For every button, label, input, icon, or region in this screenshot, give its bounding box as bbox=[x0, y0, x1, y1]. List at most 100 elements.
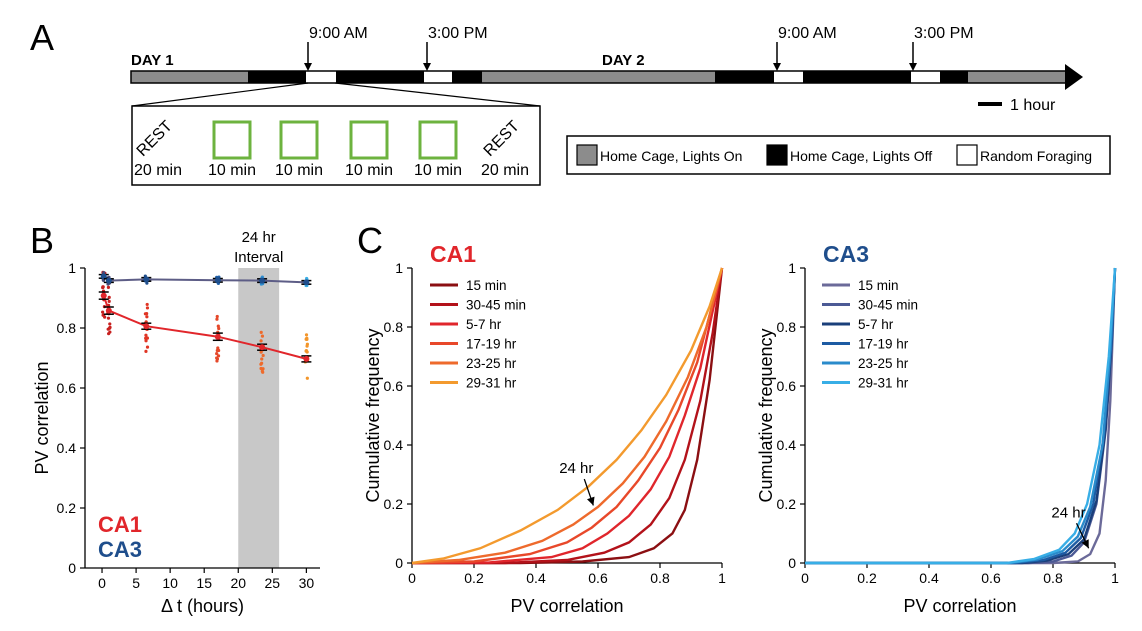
annotation-arrowhead bbox=[587, 496, 595, 506]
session-dot bbox=[145, 302, 149, 307]
session-duration-label: 10 min bbox=[345, 162, 393, 179]
cdf-line-2 bbox=[412, 267, 724, 565]
y-tick-label: 1 bbox=[68, 260, 76, 276]
timeline-segment bbox=[336, 71, 424, 83]
legend-label: 30-45 min bbox=[858, 298, 918, 313]
legend-label: 17-19 hr bbox=[466, 337, 517, 352]
session-dot bbox=[101, 285, 105, 289]
y-tick-label: 0 bbox=[788, 555, 796, 571]
random-foraging-box bbox=[212, 120, 252, 160]
legend-text-ca3: CA3 bbox=[98, 537, 142, 562]
y-tick-label: 0.4 bbox=[57, 440, 77, 456]
session-dot bbox=[144, 333, 148, 337]
time-marker-1: 9:00 AM bbox=[304, 25, 368, 71]
timeline-segment bbox=[452, 71, 482, 83]
legend-label: 5-7 hr bbox=[858, 317, 894, 332]
scale-bar-label: 1 hour bbox=[1010, 97, 1056, 114]
x-tick-label: 1 bbox=[718, 570, 726, 586]
session-dot bbox=[259, 330, 263, 334]
legend-label: Home Cage, Lights On bbox=[600, 148, 742, 164]
session-dot bbox=[260, 361, 264, 365]
session-dot bbox=[305, 337, 309, 341]
y-tick-label: 0.6 bbox=[57, 380, 77, 396]
x-tick-label: 0.8 bbox=[1043, 570, 1063, 586]
legend-label: 23-25 hr bbox=[858, 356, 909, 371]
session-dot bbox=[215, 317, 219, 321]
x-tick-label: 5 bbox=[132, 575, 140, 591]
timeline-bar bbox=[130, 70, 1067, 84]
timeline-segment bbox=[482, 71, 715, 83]
session-dot bbox=[260, 334, 265, 338]
legend-label: 5-7 hr bbox=[466, 317, 502, 332]
y-tick-label: 0.8 bbox=[777, 319, 797, 335]
series-ca1 bbox=[98, 270, 312, 380]
zoom-line-right bbox=[334, 82, 541, 107]
x-tick-label: 0.6 bbox=[981, 570, 1001, 586]
x-tick-label: 0.2 bbox=[464, 570, 484, 586]
legend-swatch bbox=[956, 144, 978, 166]
session-dot bbox=[101, 310, 105, 314]
session-dot bbox=[215, 351, 219, 356]
mean-point bbox=[303, 355, 310, 362]
session-dot bbox=[107, 295, 111, 299]
session-dot bbox=[215, 348, 219, 353]
panel-letter-a: A bbox=[30, 17, 54, 58]
session-dot bbox=[216, 354, 221, 358]
panel-c-ca3-chart: 0 0.2 0.4 0.6 0.8 1 0 0.2 0.4 0.6 0.8 1 PV correlati… bbox=[756, 241, 1119, 616]
x-tick-label: 0 bbox=[408, 570, 416, 586]
session-dot bbox=[145, 306, 150, 310]
legend-label: 15 min bbox=[466, 278, 507, 293]
y-tick-label: 0.4 bbox=[777, 437, 797, 453]
shaded-interval bbox=[238, 268, 280, 568]
session-duration-label: 10 min bbox=[208, 162, 256, 179]
x-axis-label: PV correlation bbox=[903, 596, 1016, 616]
y-axis-label: Cumulative frequency bbox=[756, 328, 776, 502]
mean-point bbox=[100, 292, 107, 299]
session-dot bbox=[145, 311, 149, 316]
time-marker-label: 3:00 PM bbox=[428, 25, 488, 42]
cdf-line-6 bbox=[411, 267, 724, 565]
x-tick-label: 0 bbox=[801, 570, 809, 586]
y-tick-label: 0 bbox=[395, 555, 403, 571]
legend-swatch bbox=[766, 144, 788, 166]
legend-swatch bbox=[576, 144, 598, 166]
session-dot bbox=[215, 357, 220, 361]
legend-label: 29-31 hr bbox=[466, 376, 517, 391]
panel-letter-c: C bbox=[357, 220, 383, 261]
x-tick-label: 0.4 bbox=[526, 570, 546, 586]
session-duration-label: 10 min bbox=[414, 162, 462, 179]
session-dot bbox=[107, 299, 111, 303]
zoom-line-left bbox=[131, 82, 309, 107]
session-dot bbox=[216, 324, 220, 328]
session-dot bbox=[144, 339, 148, 343]
session-dot bbox=[216, 346, 220, 350]
mean-point bbox=[259, 344, 266, 351]
day1-label: DAY 1 bbox=[131, 52, 174, 69]
y-tick-label: 0.8 bbox=[57, 320, 77, 336]
x-tick-label: 15 bbox=[196, 575, 212, 591]
legend-label: 29-31 hr bbox=[858, 376, 909, 391]
session-duration-label: 20 min bbox=[481, 162, 529, 179]
day2-label: DAY 2 bbox=[602, 52, 645, 69]
annotation-label: 24 hr bbox=[559, 460, 593, 477]
y-tick-label: 0.4 bbox=[384, 437, 404, 453]
y-tick-label: 1 bbox=[395, 260, 403, 276]
x-tick-label: 10 bbox=[162, 575, 178, 591]
y-tick-label: 0.8 bbox=[384, 319, 404, 335]
x-tick-label: 25 bbox=[265, 575, 281, 591]
interval-label-line1: 24 hr bbox=[242, 229, 276, 246]
legend-label: Random Foraging bbox=[980, 148, 1092, 164]
timeline-segment bbox=[131, 71, 248, 83]
legend-label: 17-19 hr bbox=[858, 337, 909, 352]
timeline-arrowhead bbox=[1065, 64, 1083, 90]
x-tick-label: 30 bbox=[299, 575, 315, 591]
legend-text-ca1: CA1 bbox=[98, 512, 142, 537]
legend-label: 23-25 hr bbox=[466, 356, 517, 371]
y-axis-label: Cumulative frequency bbox=[363, 328, 383, 502]
session-dot bbox=[304, 333, 309, 337]
panel-letter-b: B bbox=[30, 220, 54, 261]
y-tick-label: 0.2 bbox=[57, 500, 77, 516]
random-foraging-box bbox=[418, 120, 458, 160]
y-tick-label: 0.6 bbox=[384, 378, 404, 394]
